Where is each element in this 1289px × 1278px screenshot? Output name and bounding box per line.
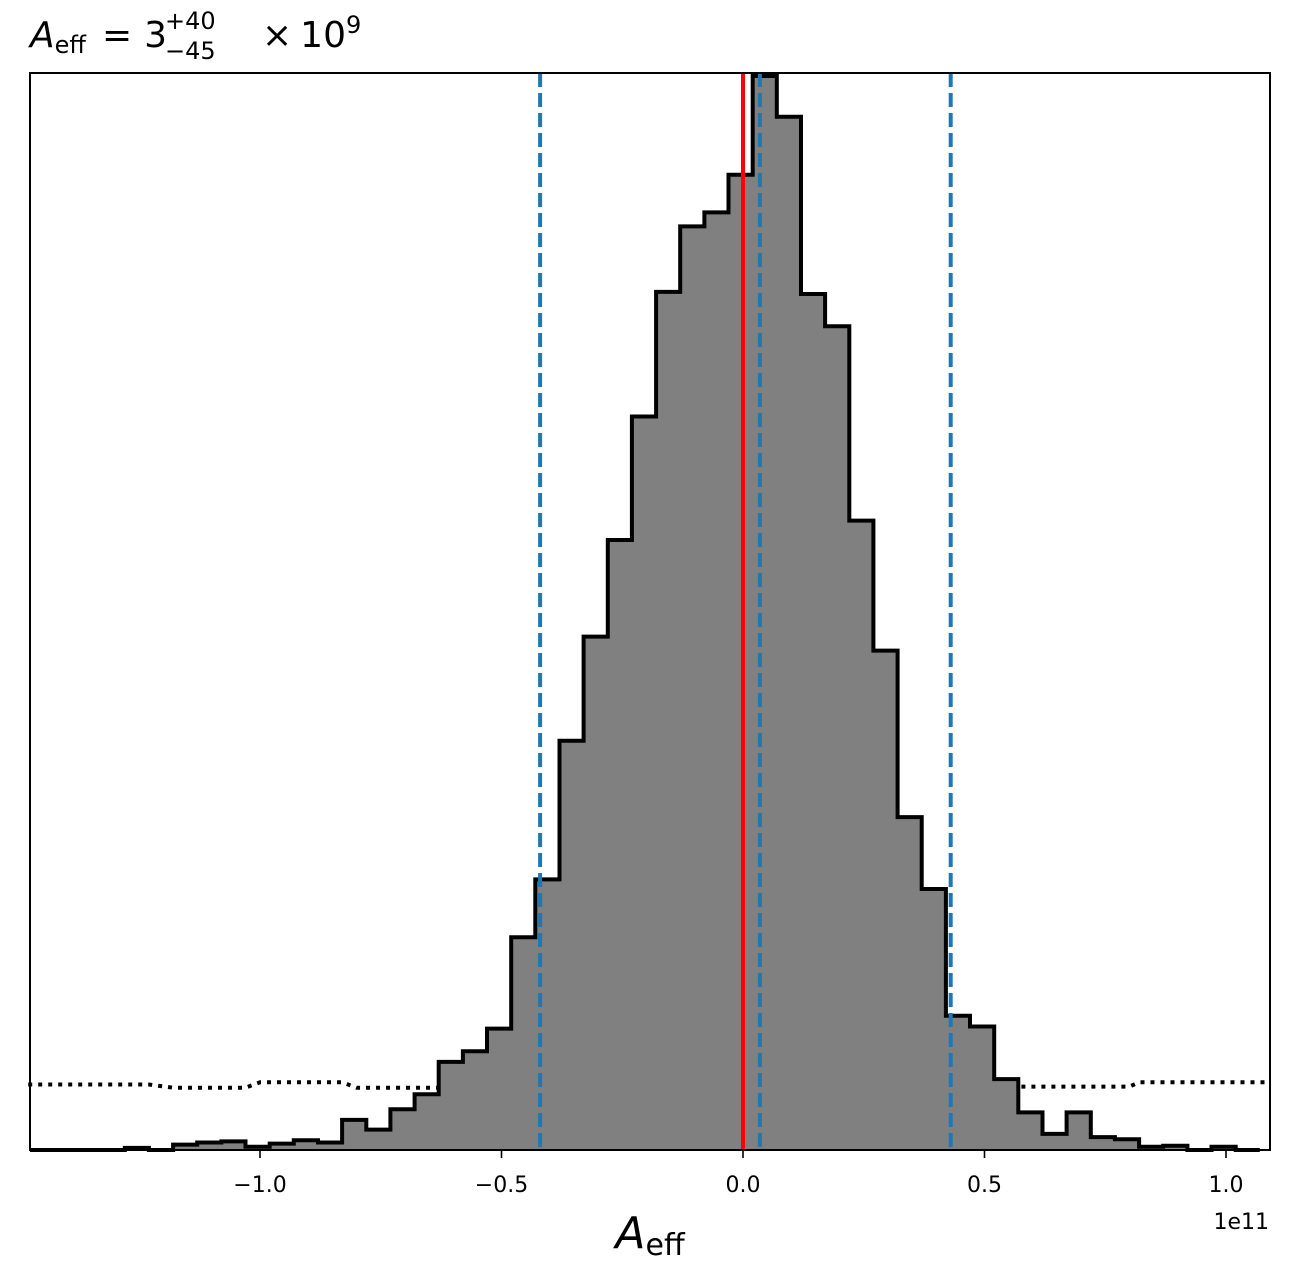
x-tick-label: 0.0 [726,1173,761,1198]
histogram-bin [607,540,633,1150]
histogram-bin [414,1094,440,1150]
histogram-bin [994,1079,1019,1150]
histogram-bin [921,889,947,1150]
histogram-bin [559,740,585,1150]
histogram-bin [438,1061,464,1150]
x-tick-label: −0.5 [475,1173,528,1198]
histogram-outline [30,74,1260,1152]
histogram-bin [511,937,536,1150]
histogram-bin [1090,1137,1116,1150]
x-tick-label: −1.0 [233,1173,286,1198]
x-axis-label: Aeff [612,1208,686,1263]
histogram-bin [897,817,923,1150]
histogram-bin [776,116,802,1150]
histogram-bin [1163,1145,1188,1150]
histogram-bin [1114,1139,1140,1150]
histogram-bin [704,212,729,1150]
histogram-bin [1018,1112,1043,1150]
title-upper-error: +40 [165,7,216,35]
title-power: × 109 [262,11,361,56]
histogram-bin [825,326,850,1150]
histogram-bin [269,1143,295,1150]
histogram-bin [631,416,657,1150]
x-offset-label: 1e11 [1213,1210,1269,1235]
histogram-bin [656,291,681,1150]
chart-title: Aeff = 3 [28,15,167,59]
x-tick-label: 0.5 [967,1173,1002,1198]
histogram-bin [752,76,778,1150]
plot-frame [29,72,1271,1151]
x-tick-label: 1.0 [1209,1173,1244,1198]
histogram-bin [1066,1112,1092,1150]
histogram-bin [342,1119,367,1150]
histogram-bin [680,226,705,1150]
histogram-bin [849,520,874,1150]
histogram-bin [173,1144,198,1150]
histogram-bin [583,636,609,1150]
histogram-bin [462,1051,488,1150]
histogram-bin [366,1129,391,1150]
histogram-bin [970,1026,995,1150]
histogram-bin [487,1028,512,1150]
histogram-bin [318,1142,343,1150]
histogram-layer [30,74,1260,1152]
histogram-bin [801,294,826,1150]
histogram-bin [390,1109,415,1150]
x-axis-ticks: −1.0 −0.5 0.0 0.5 1.0 [233,1150,1244,1198]
histogram-bin [1042,1133,1068,1150]
histogram-bin [293,1140,319,1150]
histogram-bin [873,650,898,1150]
title-lower-error: −45 [165,37,216,65]
histogram-bin [221,1141,246,1150]
vertical-lines-layer [538,73,953,1150]
histogram-bin [197,1142,222,1150]
histogram-bin [728,174,754,1151]
